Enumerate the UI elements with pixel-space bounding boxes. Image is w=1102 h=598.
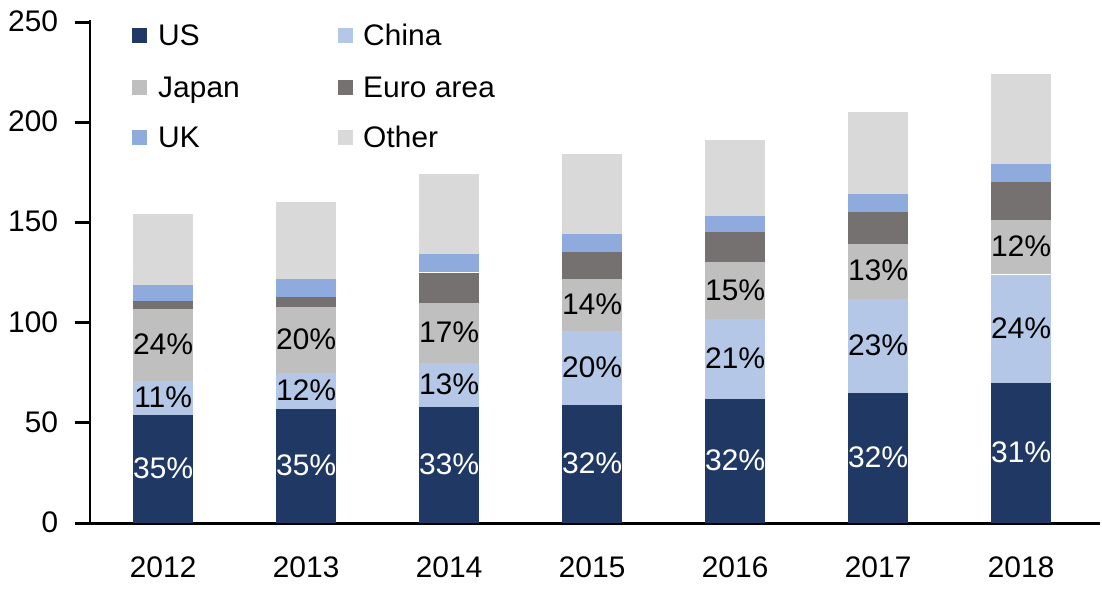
bar-segment-us-2013 [276,408,336,523]
x-axis-label-2017: 2017 [844,551,912,584]
bar-segment-japan-2018 [991,220,1051,275]
y-tick-label: 200 [7,105,58,139]
bar-segment-uk-2015 [562,234,622,253]
bar-segment-japan-2015 [562,278,622,331]
legend-label-euro-area: Euro area [363,71,495,104]
legend-label-japan: Japan [158,71,240,104]
bar-segment-other-2013 [276,202,336,279]
bar-segment-us-2016 [705,398,765,523]
bar-segment-china-2015 [562,330,622,405]
y-tick [75,321,91,325]
bar-segment-other-2016 [705,140,765,217]
y-tick [75,421,91,425]
bar-segment-euro-area-2013 [276,296,336,307]
bar-segment-uk-2012 [133,284,193,301]
bar-segment-euro-area-2017 [848,212,908,245]
x-axis-label-2015: 2015 [558,551,626,584]
legend-swatch-euro-area [338,80,353,95]
bar-segment-other-2018 [991,74,1051,165]
bar-segment-euro-area-2016 [705,232,765,263]
legend-swatch-uk [132,130,147,145]
bar-segment-china-2016 [705,318,765,399]
y-tick-label: 50 [24,405,58,439]
bar-segment-other-2015 [562,154,622,235]
legend-swatch-us [132,28,147,43]
y-tick-label: 150 [7,205,58,239]
y-tick-label: 100 [7,305,58,339]
bar-segment-japan-2017 [848,244,908,299]
bar-segment-other-2017 [848,112,908,195]
y-tick [75,120,91,124]
y-tick-label: 0 [41,506,58,539]
bar-segment-us-2017 [848,392,908,523]
x-axis-label-2016: 2016 [701,551,769,584]
bar-segment-euro-area-2012 [133,300,193,309]
bar-segment-euro-area-2015 [562,252,622,279]
bar-segment-japan-2014 [419,302,479,363]
bar-segment-china-2014 [419,362,479,407]
x-axis-label-2012: 2012 [129,551,197,584]
bar-segment-china-2013 [276,372,336,409]
x-axis-label-2018: 2018 [987,551,1055,584]
bar-segment-other-2014 [419,174,479,255]
x-axis-label-2014: 2014 [415,551,483,584]
bar-segment-euro-area-2014 [419,272,479,303]
bar-segment-euro-area-2018 [991,182,1051,221]
x-axis-label-2013: 2013 [272,551,340,584]
bar-segment-us-2015 [562,404,622,523]
bar-segment-us-2012 [133,414,193,523]
legend-swatch-japan [132,80,147,95]
bar-segment-china-2018 [991,274,1051,383]
bar-segment-china-2012 [133,380,193,415]
legend-label-other: Other [363,121,439,154]
legend-label-uk: UK [158,121,200,154]
legend-swatch-china [338,28,353,43]
bar-segment-uk-2018 [991,164,1051,183]
y-tick [75,20,91,24]
bar-segment-us-2018 [991,382,1051,523]
x-axis-line [75,521,1100,525]
bar-segment-uk-2014 [419,254,479,273]
bar-segment-japan-2012 [133,308,193,381]
bar-segment-us-2014 [419,406,479,523]
legend-label-us: US [158,19,200,52]
bar-segment-japan-2016 [705,262,765,319]
y-tick [75,220,91,224]
bar-segment-uk-2016 [705,216,765,233]
bar-segment-uk-2017 [848,194,908,213]
legend-swatch-other [338,130,353,145]
bar-segment-uk-2013 [276,278,336,297]
bar-segment-japan-2013 [276,306,336,373]
bar-segment-china-2017 [848,298,908,393]
y-axis-line [89,20,91,525]
bar-segment-other-2012 [133,214,193,285]
legend-label-china: China [363,19,442,52]
y-tick-label: 250 [7,5,58,38]
